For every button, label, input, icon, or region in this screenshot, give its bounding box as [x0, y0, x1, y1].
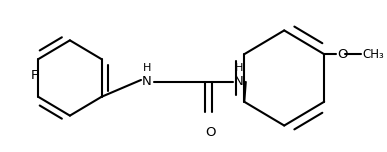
Text: N: N	[234, 75, 244, 88]
Text: H: H	[235, 63, 243, 73]
Text: O: O	[205, 126, 216, 138]
Text: F: F	[31, 69, 38, 82]
Text: H: H	[142, 63, 151, 73]
Text: CH₃: CH₃	[363, 48, 384, 61]
Text: N: N	[142, 75, 152, 88]
Text: O: O	[337, 48, 348, 61]
